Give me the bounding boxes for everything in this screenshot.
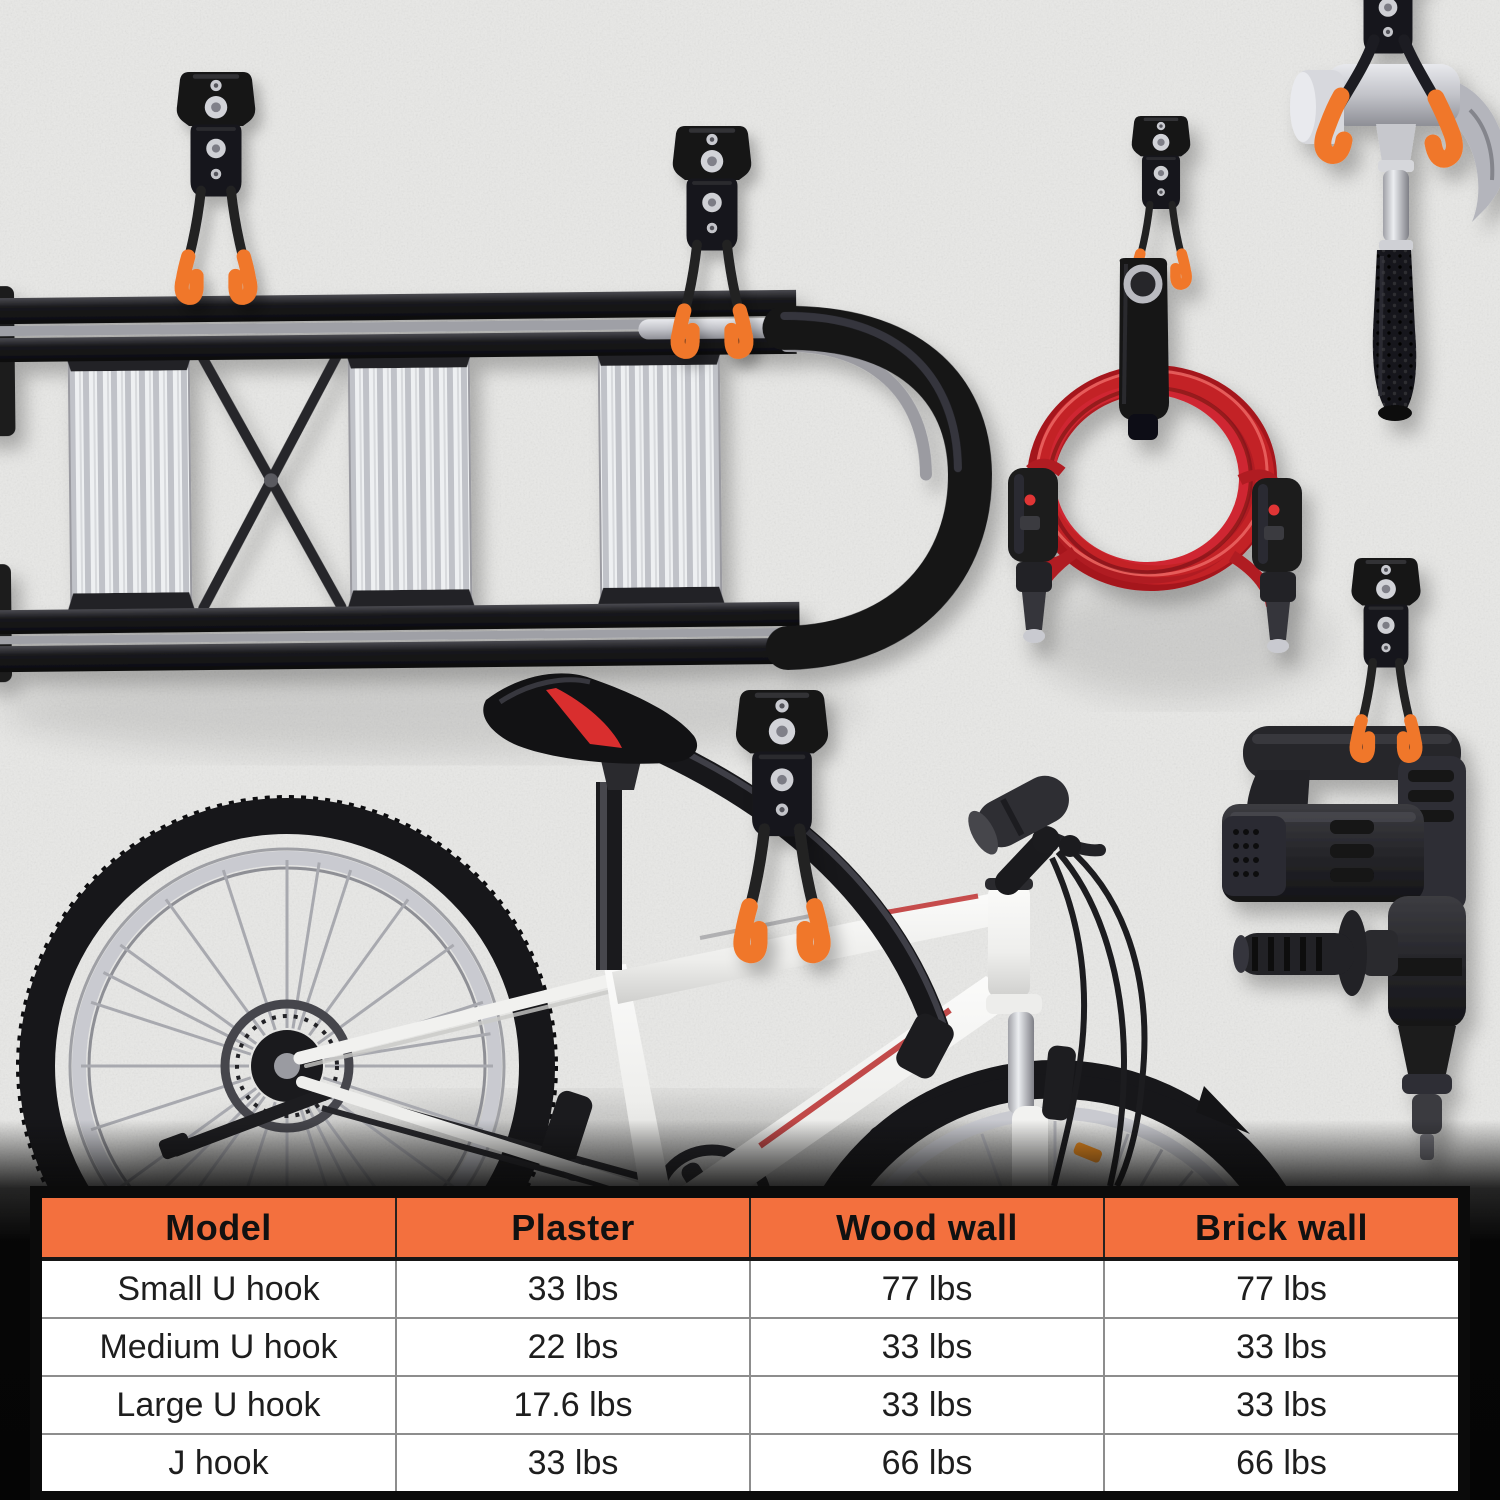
ladder-rail — [0, 289, 800, 673]
cell-brick: 33 lbs — [1103, 1317, 1458, 1376]
cord-plug — [1237, 469, 1302, 653]
cell-model: Small U hook — [42, 1259, 396, 1318]
step-ladder — [0, 286, 992, 683]
table-row: Small U hook 33 lbs 77 lbs 77 lbs — [42, 1259, 1458, 1318]
table-header-row: Model Plaster Wood wall Brick wall — [42, 1198, 1458, 1261]
cell-wood: 77 lbs — [749, 1259, 1104, 1318]
ladder-tread — [60, 338, 200, 626]
header-cell-wood-wall: Wood wall — [749, 1198, 1104, 1261]
cell-brick: 66 lbs — [1103, 1433, 1458, 1491]
cell-brick: 77 lbs — [1103, 1259, 1458, 1318]
cell-model: Large U hook — [42, 1375, 396, 1434]
ladder-handle-loop — [762, 305, 992, 670]
cell-plaster: 33 lbs — [395, 1433, 750, 1491]
ladder-tread — [340, 335, 480, 623]
ladder-tread — [590, 332, 730, 620]
cell-wood: 66 lbs — [749, 1433, 1104, 1491]
cell-model: J hook — [42, 1433, 396, 1491]
cord-hook-assembly — [1008, 114, 1302, 653]
rotary-hammer-drill — [1222, 726, 1466, 1160]
header-cell-brick-wall: Brick wall — [1103, 1198, 1458, 1261]
cell-wood: 33 lbs — [749, 1375, 1104, 1434]
saddle — [483, 673, 698, 970]
strap-loop — [1118, 258, 1170, 440]
table-row: Large U hook 17.6 lbs 33 lbs 33 lbs — [42, 1375, 1458, 1434]
cell-plaster: 17.6 lbs — [395, 1375, 750, 1434]
hammer-assembly — [1290, 0, 1500, 421]
ladder-shadow — [0, 664, 860, 756]
cell-model: Medium U hook — [42, 1317, 396, 1376]
u-hook-icon — [1314, 34, 1463, 168]
header-cell-model: Model — [42, 1198, 396, 1261]
header-cell-plaster: Plaster — [395, 1198, 750, 1261]
table-row: Medium U hook 22 lbs 33 lbs 33 lbs — [42, 1317, 1458, 1376]
cell-wood: 33 lbs — [749, 1317, 1104, 1376]
cord-plug — [1008, 458, 1066, 643]
drill-assembly — [1222, 556, 1466, 1160]
load-capacity-table: Model Plaster Wood wall Brick wall Small… — [30, 1186, 1470, 1500]
table-row: J hook 33 lbs 66 lbs 66 lbs — [42, 1433, 1458, 1491]
cord-shadow — [1030, 580, 1330, 700]
cell-plaster: 33 lbs — [395, 1259, 750, 1318]
ladder-cross-brace — [195, 347, 347, 614]
cell-plaster: 22 lbs — [395, 1317, 750, 1376]
cell-brick: 33 lbs — [1103, 1375, 1458, 1434]
